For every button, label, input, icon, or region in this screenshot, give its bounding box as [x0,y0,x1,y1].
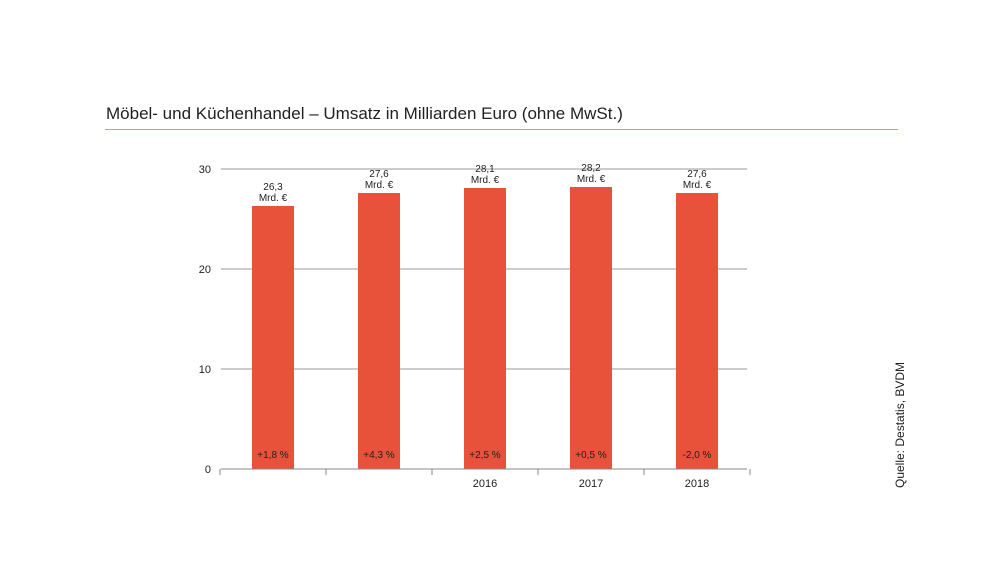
y-tick-label: 30 [199,164,211,176]
unit-label: Mrd. € [259,193,288,204]
change-label: +1,8 % [257,450,289,461]
y-tick-label: 10 [199,364,211,376]
bar [358,193,400,469]
value-label: 28,2 [581,163,601,174]
unit-label: Mrd. € [471,175,500,186]
value-label: 28,1 [475,164,495,175]
y-tick-label: 0 [205,464,211,476]
bar [464,188,506,469]
bar [676,193,718,469]
bar [570,187,612,469]
chart-title: Möbel- und Küchenhandel – Umsatz in Mill… [106,104,623,123]
change-label: +4,3 % [363,450,395,461]
value-label: 27,6 [687,169,707,180]
unit-label: Mrd. € [577,174,606,185]
change-label: +0,5 % [575,450,607,461]
x-axis: 2016 2017 2018 [219,468,751,490]
unit-label: Mrd. € [683,180,712,191]
bar [252,206,294,469]
value-label: 27,6 [369,169,389,180]
x-tick-label: 2017 [579,478,603,490]
x-tick-label: 2016 [473,478,497,490]
title-rule [105,129,898,130]
value-label: 26,3 [263,182,283,193]
x-tick-label: 2018 [685,478,709,490]
change-label: -2,0 % [683,450,712,461]
change-label: +2,5 % [469,450,501,461]
unit-label: Mrd. € [365,180,394,191]
y-tick-label: 20 [199,264,211,276]
bars [252,187,718,469]
y-axis-ticks: 0 10 20 30 [199,164,211,476]
